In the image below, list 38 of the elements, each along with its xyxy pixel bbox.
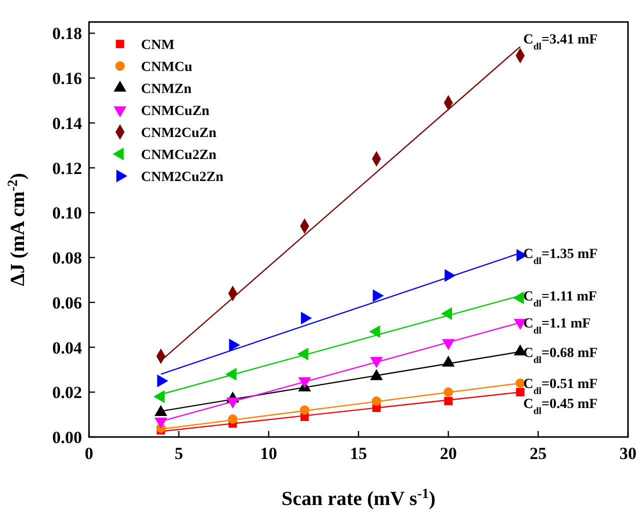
x-tick-label: 0 [84,444,94,463]
x-tick-label: 20 [440,444,457,463]
point [515,378,525,388]
x-tick-label: 25 [530,444,547,463]
legend-label: CNMCuZn [141,104,210,119]
legend-label: CNMCu2Zn [141,148,217,163]
annotation: C$_{dl}$=0.51 mF [523,377,598,397]
annotation: C$_{dl}$=1.1 mF [523,316,591,336]
y-tick-label: 0.12 [52,158,82,178]
x-tick-label: 5 [174,444,184,463]
annotation: C$_{dl}$=1.11 mF [523,290,597,310]
annotation: C$_{dl}$=0.45 mF [523,397,598,417]
legend-label: CNMZn [141,82,192,97]
y-tick-label: 0.08 [52,248,82,268]
y-tick-label: 0.16 [52,69,82,88]
y-tick-label: 0.18 [52,24,82,44]
legend-label: CNMCu [141,60,193,75]
y-tick-label: 0.02 [52,383,82,402]
legend-label: CNM2CuZn [141,126,217,141]
x-axis-title: Scan rate (mV s$^{-1}$) [281,486,436,510]
y-tick-label: 0.04 [52,338,82,358]
x-tick-label: 10 [260,444,278,463]
point [516,388,524,396]
point [372,396,382,406]
legend-label: CNM2Cu2Zn [141,170,224,185]
y-tick-label: 0.00 [52,428,82,447]
x-tick-label: 15 [350,444,367,463]
y-tick-label: 0.10 [52,204,82,223]
point [444,396,453,406]
annotation: C$_{dl}$=3.41 mF [523,32,598,52]
point [228,414,238,424]
legend-label: CNM [141,38,174,53]
x-tick-label: 30 [620,444,636,463]
annotation: C$_{dl}$=1.35 mF [523,247,598,267]
point [444,387,454,397]
y-tick-label: 0.06 [52,293,82,312]
y-tick-label: 0.14 [52,114,82,133]
point [300,405,310,415]
